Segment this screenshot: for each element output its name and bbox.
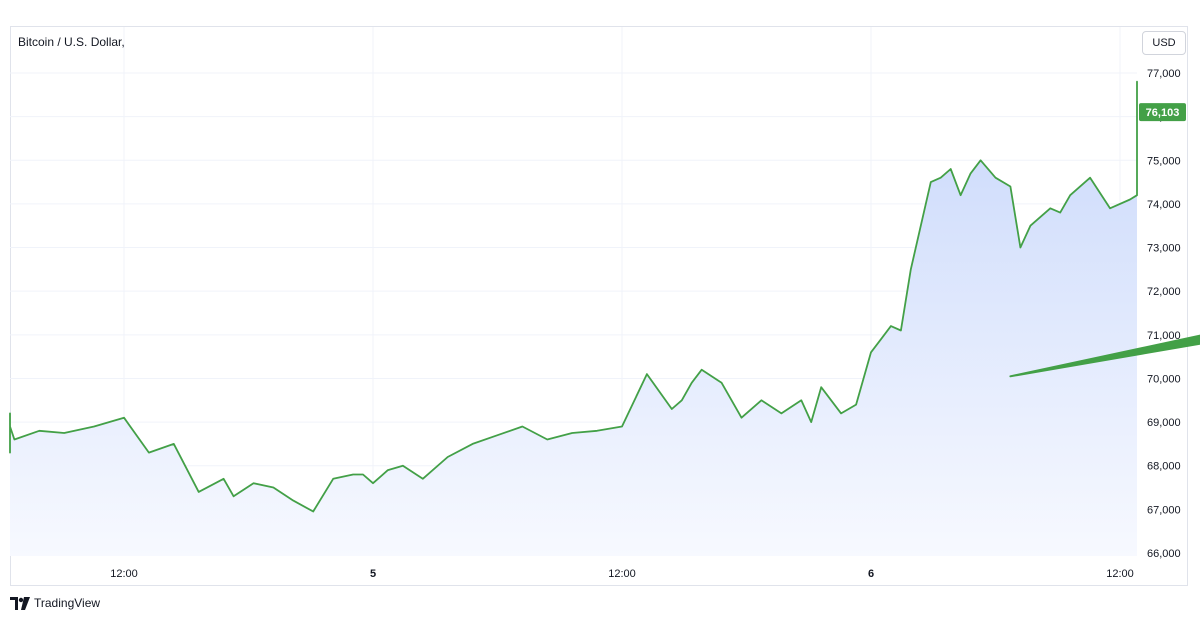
y-tick-label: 66,000 <box>1147 548 1181 560</box>
price-line[interactable] <box>9 80 1138 513</box>
y-tick-label: 67,000 <box>1147 504 1181 516</box>
y-axis-ticks: 66,000 67,000 68,000 69,000 70,000 71,000 72,0… <box>1147 68 1181 560</box>
tradingview-brand[interactable]: TradingView <box>10 596 100 610</box>
trend-arrow <box>1009 334 1200 378</box>
tradingview-logo-icon <box>10 596 30 610</box>
y-tick-label: 71,000 <box>1147 330 1181 342</box>
last-price-tag: 76,103 <box>1139 103 1186 122</box>
y-tick-label: 73,000 <box>1147 243 1181 255</box>
y-tick-label: 74,000 <box>1147 199 1181 211</box>
y-tick-label: 69,000 <box>1147 417 1181 429</box>
y-tick-label: 68,000 <box>1147 461 1181 473</box>
currency-button[interactable]: USD <box>1142 31 1186 55</box>
y-tick-label: 70,000 <box>1147 373 1181 385</box>
x-tick-label: 12:00 <box>110 568 138 580</box>
y-tick-label: 75,000 <box>1147 155 1181 167</box>
x-tick-label: 12:00 <box>1106 568 1134 580</box>
y-tick-label: 72,000 <box>1147 286 1181 298</box>
x-tick-label: 6 <box>868 568 874 580</box>
last-price-label: 76,103 <box>1146 107 1180 119</box>
x-tick-label: 12:00 <box>608 568 636 580</box>
chart-title: Bitcoin / U.S. Dollar, <box>18 35 125 49</box>
brand-name: TradingView <box>34 596 101 610</box>
chart-frame <box>10 26 1188 586</box>
x-tick-label: 5 <box>370 568 376 580</box>
last-price-tag-bg <box>1139 103 1186 122</box>
y-tick-label: 77,000 <box>1147 68 1181 80</box>
price-area-fill <box>10 81 1137 556</box>
